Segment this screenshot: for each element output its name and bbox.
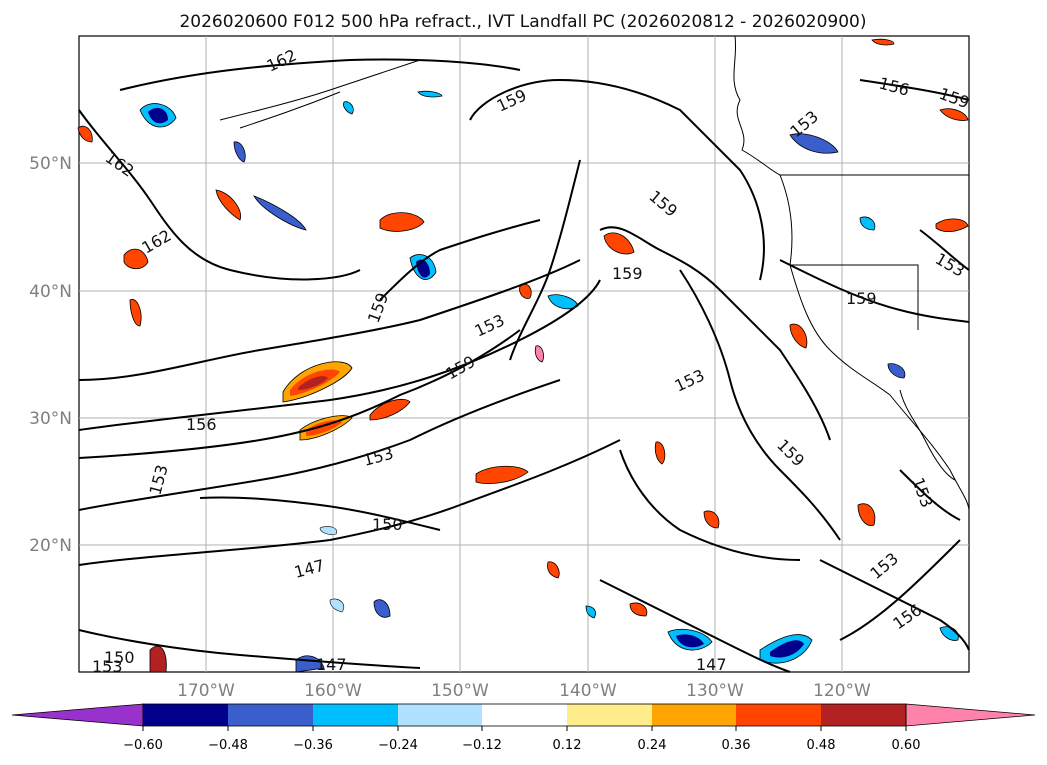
colorbar-segment (143, 704, 228, 726)
contour-label: 156 (186, 415, 217, 434)
positive-anomaly-fills (77, 38, 969, 673)
colorbar-segment (313, 704, 398, 726)
contour-label: 159 (612, 264, 643, 283)
colorbar-segment (821, 704, 906, 726)
contour-label: 159 (846, 289, 877, 308)
colorbar-tick-label: −0.12 (462, 738, 502, 753)
contour-label: 153 (92, 657, 123, 676)
colorbar-tick-label: −0.36 (293, 738, 333, 753)
colorbar-tick-label: 0.24 (638, 738, 667, 753)
colorbar-tick-label: 0.36 (722, 738, 751, 753)
map-title: 2026020600 F012 500 hPa refract., IVT La… (179, 12, 866, 32)
lon-label: 160°W (304, 681, 362, 701)
colorbar-segment (567, 704, 652, 726)
colorbar-segment (398, 704, 482, 726)
colorbar-over-triangle (905, 703, 1036, 727)
lat-label: 40°N (29, 282, 72, 302)
colorbar-segment (736, 704, 821, 726)
lat-label: 30°N (29, 409, 72, 429)
lat-label: 50°N (29, 154, 72, 174)
colorbar-segment (228, 704, 313, 726)
map-panel: 162 162 162 159 159 159 159 159 159 156 … (77, 35, 972, 676)
colorbar-tick-label: −0.48 (208, 738, 248, 753)
contour-label: 150 (372, 515, 403, 534)
colorbar-segment (652, 704, 736, 726)
negative-anomaly-fills (139, 90, 959, 673)
graticule (79, 36, 969, 672)
colorbar: −0.60 −0.48 −0.36 −0.24 −0.12 0.12 0.24 … (11, 703, 1036, 753)
colorbar-tick-label: 0.12 (553, 738, 582, 753)
contour-label: 147 (696, 655, 727, 674)
lon-label: 170°W (177, 681, 235, 701)
colorbar-tick-label: −0.24 (378, 738, 418, 753)
lat-label: 20°N (29, 536, 72, 556)
colorbar-tick-label: 0.48 (807, 738, 836, 753)
contour-label: 150 (104, 648, 135, 667)
colorbar-under-triangle (11, 703, 144, 727)
lon-label: 150°W (431, 681, 489, 701)
lon-label: 140°W (559, 681, 617, 701)
latitude-labels: 50°N 40°N 30°N 20°N (29, 154, 72, 556)
longitude-labels: 170°W 160°W 150°W 140°W 130°W 120°W (177, 681, 871, 701)
contour-label: 147 (316, 655, 347, 674)
colorbar-ticks (142, 726, 907, 731)
colorbar-segment (482, 704, 567, 726)
colorbar-tick-label: −0.60 (123, 738, 163, 753)
lon-label: 130°W (686, 681, 744, 701)
lon-label: 120°W (813, 681, 871, 701)
refractivity-contours (78, 58, 970, 673)
colorbar-tick-label: 0.60 (892, 738, 921, 753)
